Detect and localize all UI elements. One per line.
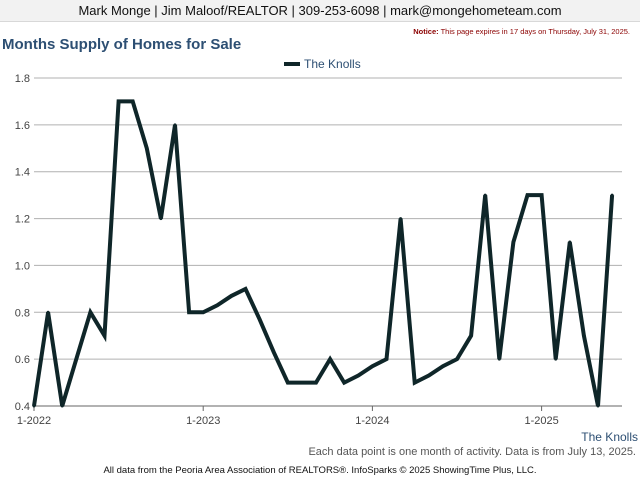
data-point (229, 294, 233, 298)
data-point (441, 364, 445, 368)
data-point (131, 99, 135, 103)
notice-text: This page expires in 17 days on Thursday… (440, 27, 630, 36)
data-point (497, 357, 501, 361)
data-point (314, 381, 318, 385)
x-tick-label: 1-2023 (186, 415, 220, 427)
data-point (173, 123, 177, 127)
data-point (455, 357, 459, 361)
data-point (610, 193, 614, 197)
y-tick-label: 1.4 (15, 167, 30, 179)
x-tick-label: 1-2025 (524, 415, 558, 427)
data-note: Each data point is one month of activity… (308, 446, 636, 458)
expiry-notice: Notice: This page expires in 17 days on … (413, 27, 630, 36)
data-point (60, 404, 64, 408)
data-point (201, 310, 205, 314)
data-point (469, 334, 473, 338)
data-point (370, 364, 374, 368)
data-point (568, 240, 572, 244)
data-point (483, 193, 487, 197)
contact-header: Mark Monge | Jim Maloof/REALTOR | 309-25… (0, 0, 640, 22)
data-point (413, 381, 417, 385)
data-point (511, 240, 515, 244)
data-point (399, 217, 403, 221)
data-point (272, 350, 276, 354)
data-point (88, 310, 92, 314)
y-tick-label: 0.8 (15, 307, 30, 319)
data-point (215, 303, 219, 307)
y-tick-label: 0.6 (15, 354, 30, 366)
chart-legend[interactable]: The Knolls (284, 57, 361, 71)
data-point (74, 357, 78, 361)
y-tick-label: 1.8 (15, 73, 30, 85)
data-point (342, 381, 346, 385)
data-point (117, 99, 121, 103)
y-tick-label: 1.0 (15, 260, 30, 272)
credits-text: All data from the Peoria Area Associatio… (103, 465, 537, 476)
series-line-the-knolls (32, 99, 615, 407)
data-point (159, 217, 163, 221)
y-tick-label: 1.2 (15, 214, 30, 226)
data-point (300, 381, 304, 385)
data-point (145, 146, 149, 150)
data-point (286, 381, 290, 385)
notice-label: Notice: (413, 27, 439, 36)
data-point (427, 374, 431, 378)
data-point (526, 193, 529, 197)
legend-swatch (284, 62, 300, 66)
data-point (596, 404, 600, 408)
data-point (244, 287, 247, 291)
data-point (582, 334, 586, 338)
legend-label: The Knolls (304, 57, 361, 71)
data-point (46, 310, 50, 314)
x-tick-label: 1-2022 (17, 415, 51, 427)
data-point (258, 317, 262, 321)
data-point (356, 374, 360, 378)
y-tick-label: 1.6 (15, 120, 30, 132)
data-point (540, 193, 544, 197)
data-point (103, 334, 106, 338)
area-label[interactable]: The Knolls (581, 430, 638, 444)
y-tick-label: 0.4 (15, 401, 30, 413)
data-point (385, 357, 388, 361)
chart-title: Months Supply of Homes for Sale (2, 36, 242, 53)
data-point (32, 404, 36, 408)
data-point (554, 357, 558, 361)
data-point (187, 310, 191, 314)
x-tick-label: 1-2024 (355, 415, 389, 427)
contact-text: Mark Monge | Jim Maloof/REALTOR | 309-25… (78, 3, 562, 18)
data-point (328, 357, 332, 361)
